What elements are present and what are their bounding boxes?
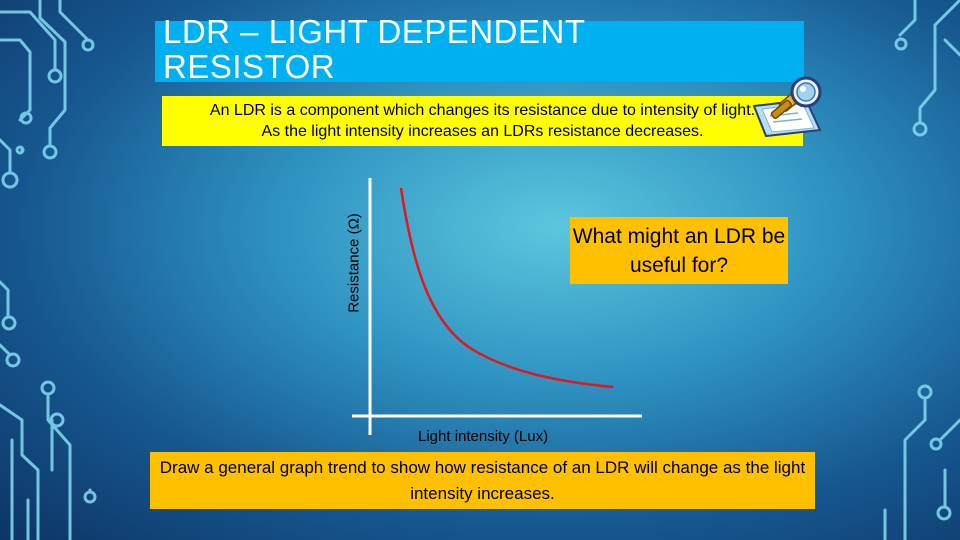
intro-line-2: As the light intensity increases an LDRs… bbox=[261, 123, 704, 140]
intro-box: An LDR is a component which changes its … bbox=[162, 96, 803, 146]
task-box: Draw a general graph trend to show how r… bbox=[150, 452, 815, 509]
slide-title: LDR – LIGHT DEPENDENT RESISTOR bbox=[163, 13, 585, 85]
resistance-curve bbox=[399, 187, 614, 389]
resistance-graph bbox=[352, 178, 642, 435]
y-axis-label: Resistance (Ω) bbox=[345, 213, 363, 313]
title-bar bbox=[155, 21, 804, 82]
question-text: What might an LDR be useful for? bbox=[572, 224, 786, 277]
question-box: What might an LDR be useful for? bbox=[570, 217, 788, 284]
task-text: Draw a general graph trend to show how r… bbox=[159, 458, 806, 503]
magnifier-notepad-icon bbox=[752, 76, 822, 138]
intro-line-1: An LDR is a component which changes its … bbox=[209, 102, 756, 119]
x-axis-label: Light intensity (Lux) bbox=[418, 428, 549, 445]
